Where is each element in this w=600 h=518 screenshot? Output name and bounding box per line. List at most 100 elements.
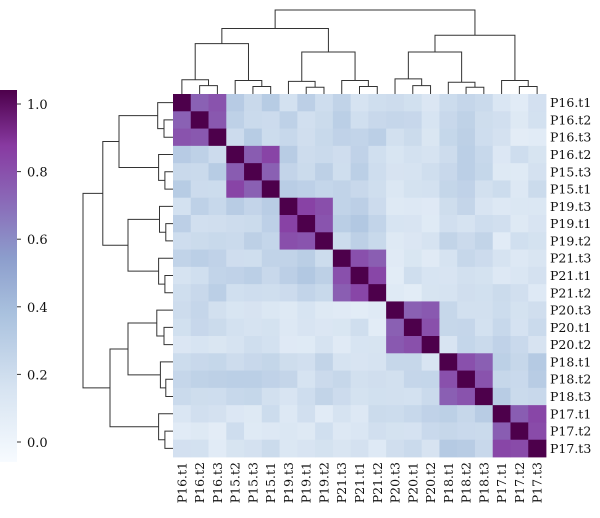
heatmap-cell — [315, 387, 334, 406]
column-label: P15.t1 — [263, 462, 278, 503]
heatmap-cell — [457, 284, 476, 302]
heatmap-cell — [474, 336, 494, 354]
column-label: P19.t3 — [281, 462, 296, 503]
heatmap-cell — [190, 249, 209, 268]
column-labels: P16.t1 P16.t2 P16.t3 P15.t2 P15.t3 P15.t1 P19.… — [174, 462, 544, 503]
colorbar-ticks: 0.0 0.2 0.4 0.6 0.8 1.0 — [17, 98, 48, 451]
heatmap-cell — [226, 301, 245, 320]
heatmap-cell — [421, 94, 440, 112]
heatmap-cell — [190, 336, 209, 354]
heatmap-cell — [226, 387, 245, 406]
heatmap-cell — [226, 422, 245, 441]
column-label: P17.t1 — [494, 462, 509, 503]
heatmap-cell — [421, 197, 440, 216]
heatmap-cell — [403, 336, 423, 354]
heatmap-cell — [190, 197, 209, 216]
column-label: P15.t2 — [228, 462, 243, 503]
column-label: P17.t2 — [512, 462, 527, 503]
heatmap-cell — [279, 197, 298, 216]
heatmap-cell — [439, 422, 458, 441]
heatmap-cell — [421, 180, 440, 199]
heatmap-cell — [208, 266, 227, 285]
heatmap-cell — [386, 370, 405, 389]
heatmap-cell — [421, 215, 440, 233]
heatmap-cell — [208, 249, 227, 268]
heatmap-cell — [315, 111, 334, 129]
heatmap-cell — [226, 249, 245, 268]
heatmap-cell — [279, 387, 298, 406]
heatmap-cell — [492, 353, 511, 371]
column-dendrogram — [181, 9, 538, 94]
heatmap-cell — [386, 128, 405, 147]
heatmap-cell — [190, 145, 209, 164]
row-label: P19.t2 — [550, 233, 591, 248]
heatmap-cell — [492, 387, 511, 406]
heatmap-cell — [297, 336, 316, 354]
column-label: P18.t2 — [459, 462, 474, 503]
heatmap-cell — [386, 301, 405, 320]
heatmap-cell — [510, 94, 529, 112]
heatmap-cell — [439, 387, 458, 406]
heatmap-cell — [190, 215, 209, 233]
heatmap-cell — [474, 353, 494, 371]
heatmap-cell — [208, 422, 227, 441]
heatmap-cell — [173, 249, 192, 268]
heatmap-cell — [368, 145, 387, 164]
heatmap-cell — [315, 128, 334, 147]
heatmap-cell — [279, 336, 298, 354]
heatmap-cell — [421, 249, 440, 268]
column-label: P16.t2 — [192, 462, 207, 503]
heatmap-cell — [244, 215, 263, 233]
heatmap-cell — [244, 439, 263, 458]
heatmap-cell — [173, 197, 192, 216]
heatmap-cell — [386, 94, 405, 112]
colorbar-tick-label: 0.2 — [27, 368, 48, 383]
heatmap-cell — [173, 370, 192, 389]
heatmap-cell — [421, 284, 440, 302]
heatmap-cell — [297, 387, 316, 406]
heatmap-cell — [528, 145, 547, 164]
heatmap-cell — [226, 180, 245, 199]
heatmap-cell — [173, 145, 192, 164]
heatmap-cell — [350, 353, 369, 371]
heatmap-cell — [403, 266, 423, 285]
heatmap-cell — [297, 370, 316, 389]
heatmap-cell — [315, 439, 334, 458]
heatmap-cell — [244, 145, 263, 164]
heatmap-cell — [315, 370, 334, 389]
heatmap-cell — [315, 180, 334, 199]
heatmap-cell — [492, 215, 511, 233]
heatmap-cell — [474, 387, 494, 406]
heatmap-cell — [279, 163, 298, 181]
heatmap-cell — [492, 163, 511, 181]
heatmap-cell — [439, 128, 458, 147]
column-label: P16.t3 — [210, 462, 225, 503]
heatmap-cell — [173, 422, 192, 441]
heatmap-cell — [332, 249, 352, 268]
heatmap-cell — [350, 439, 369, 458]
heatmap-cell — [350, 94, 369, 112]
column-label: P19.t2 — [316, 462, 331, 503]
heatmap-cell — [208, 163, 227, 181]
heatmap-cell — [297, 111, 316, 129]
heatmap-cell — [510, 145, 529, 164]
heatmap-cell — [173, 94, 192, 112]
heatmap-cell — [474, 249, 494, 268]
heatmap-cell — [261, 284, 280, 302]
heatmap-cell — [315, 266, 334, 285]
colorbar-tick-label: 1.0 — [27, 98, 48, 113]
heatmap-cell — [190, 284, 209, 302]
heatmap-cell — [244, 94, 263, 112]
heatmap-cell — [244, 387, 263, 406]
colorbar-tick-label: 0.6 — [27, 233, 48, 248]
heatmap-cell — [315, 232, 334, 250]
heatmap-cell — [510, 232, 529, 250]
heatmap-cell — [439, 336, 458, 354]
heatmap-cell — [208, 387, 227, 406]
heatmap-cell — [350, 405, 369, 423]
heatmap-cell — [244, 232, 263, 250]
heatmap-cell — [261, 111, 280, 129]
heatmap-cell — [368, 284, 387, 302]
heatmap-cell — [173, 439, 192, 458]
heatmap-cell — [226, 128, 245, 147]
